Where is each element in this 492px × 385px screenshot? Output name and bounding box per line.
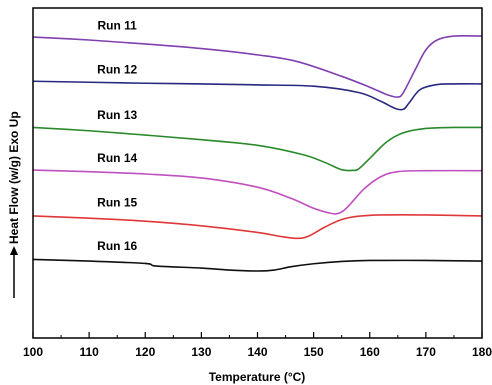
series-line-run-15	[32, 213, 483, 240]
x-tick-label: 110	[79, 345, 99, 359]
y-axis-title-group: Heat Flow (w/g) Exo Up	[7, 111, 21, 298]
series-line-run-13	[32, 126, 483, 172]
x-tick-label: 150	[304, 345, 324, 359]
run-label-run-14: Run 14	[97, 151, 137, 165]
x-tick-label: 120	[135, 345, 155, 359]
run-label-run-13: Run 13	[97, 108, 137, 122]
series-line-run-11	[32, 34, 483, 98]
y-axis-arrow-icon	[10, 246, 18, 255]
run-label-run-16: Run 16	[97, 239, 137, 253]
x-tick-label: 160	[360, 345, 380, 359]
run-label-run-15: Run 15	[97, 196, 137, 210]
x-tick-label: 140	[247, 345, 267, 359]
series-line-run-12	[32, 80, 483, 111]
x-tick-label: 180	[472, 345, 492, 359]
y-axis-title: Heat Flow (w/g) Exo Up	[7, 111, 21, 244]
series-line-run-16	[32, 258, 483, 272]
x-tick-label: 130	[191, 345, 211, 359]
x-tick-label: 100	[23, 345, 43, 359]
series-line-run-14	[32, 169, 483, 215]
plot-frame	[32, 7, 483, 339]
x-axis-ticks: 100 110 120 130 140 150 160 170 180	[23, 332, 492, 359]
x-axis-title: Temperature (°C)	[209, 370, 306, 384]
run-label-run-12: Run 12	[97, 62, 137, 76]
run-labels: Run 11 Run 12 Run 13 Run 14 Run 15 Run 16	[97, 18, 137, 253]
x-tick-label: 170	[416, 345, 436, 359]
run-label-run-11: Run 11	[98, 18, 138, 32]
series-curves	[32, 34, 483, 272]
